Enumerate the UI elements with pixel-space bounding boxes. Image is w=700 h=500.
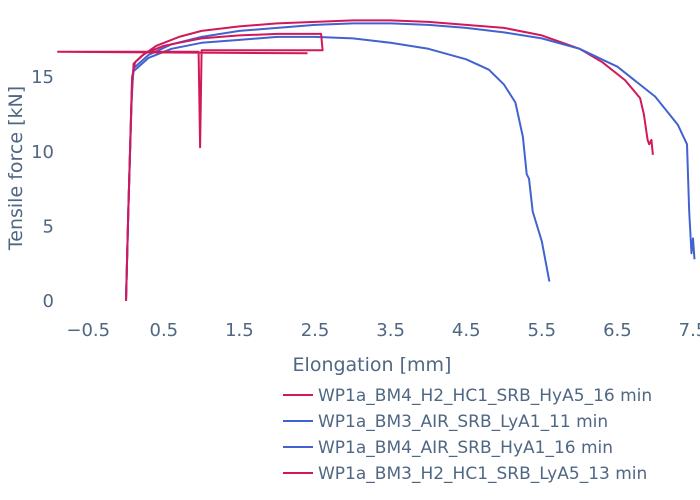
series-line-3 [125, 22, 696, 302]
x-axis-title: Elongation [mm] [293, 354, 452, 376]
x-tick-label: 1.5 [225, 320, 254, 341]
series-line-2 [125, 35, 551, 302]
legend-label: WP1a_BM4_H2_HC1_SRB_HyA5_16 min [318, 386, 652, 406]
y-axis-title: Tensile force [kN] [5, 86, 27, 251]
y-tick-label: 10 [31, 142, 54, 163]
series-line-4 [57, 32, 324, 302]
legend-label: WP1a_BM4_AIR_SRB_HyA1_16 min [318, 438, 613, 458]
x-axis-ticks: −0.5 0.5 1.5 2.5 3.5 4.5 5.5 6.5 7.5 [66, 320, 700, 341]
y-tick-label: 5 [43, 216, 54, 237]
y-tick-label: 15 [31, 67, 54, 88]
x-tick-label: 4.5 [452, 320, 481, 341]
legend-item[interactable]: WP1a_BM4_H2_HC1_SRB_HyA5_16 min [283, 386, 652, 406]
x-tick-label: 6.5 [603, 320, 632, 341]
y-axis-ticks: 0 5 10 15 [31, 67, 54, 312]
x-tick-label: −0.5 [66, 320, 110, 341]
x-tick-label: 2.5 [301, 320, 330, 341]
x-tick-label: 7.5 [679, 320, 700, 341]
x-tick-label: 0.5 [150, 320, 179, 341]
legend-item[interactable]: WP1a_BM4_AIR_SRB_HyA1_16 min [283, 438, 613, 458]
legend-label: WP1a_BM3_AIR_SRB_LyA1_11 min [318, 412, 608, 432]
plot-area [57, 19, 696, 302]
legend-label: WP1a_BM3_H2_HC1_SRB_LyA5_13 min [318, 464, 647, 484]
series-line-1 [125, 19, 654, 302]
y-tick-label: 0 [43, 291, 54, 312]
legend-item[interactable]: WP1a_BM3_AIR_SRB_LyA1_11 min [283, 412, 608, 432]
x-tick-label: 5.5 [527, 320, 556, 341]
x-tick-label: 3.5 [376, 320, 405, 341]
legend-item[interactable]: WP1a_BM3_H2_HC1_SRB_LyA5_13 min [283, 464, 647, 484]
legend: WP1a_BM4_H2_HC1_SRB_HyA5_16 min WP1a_BM3_… [283, 386, 652, 484]
